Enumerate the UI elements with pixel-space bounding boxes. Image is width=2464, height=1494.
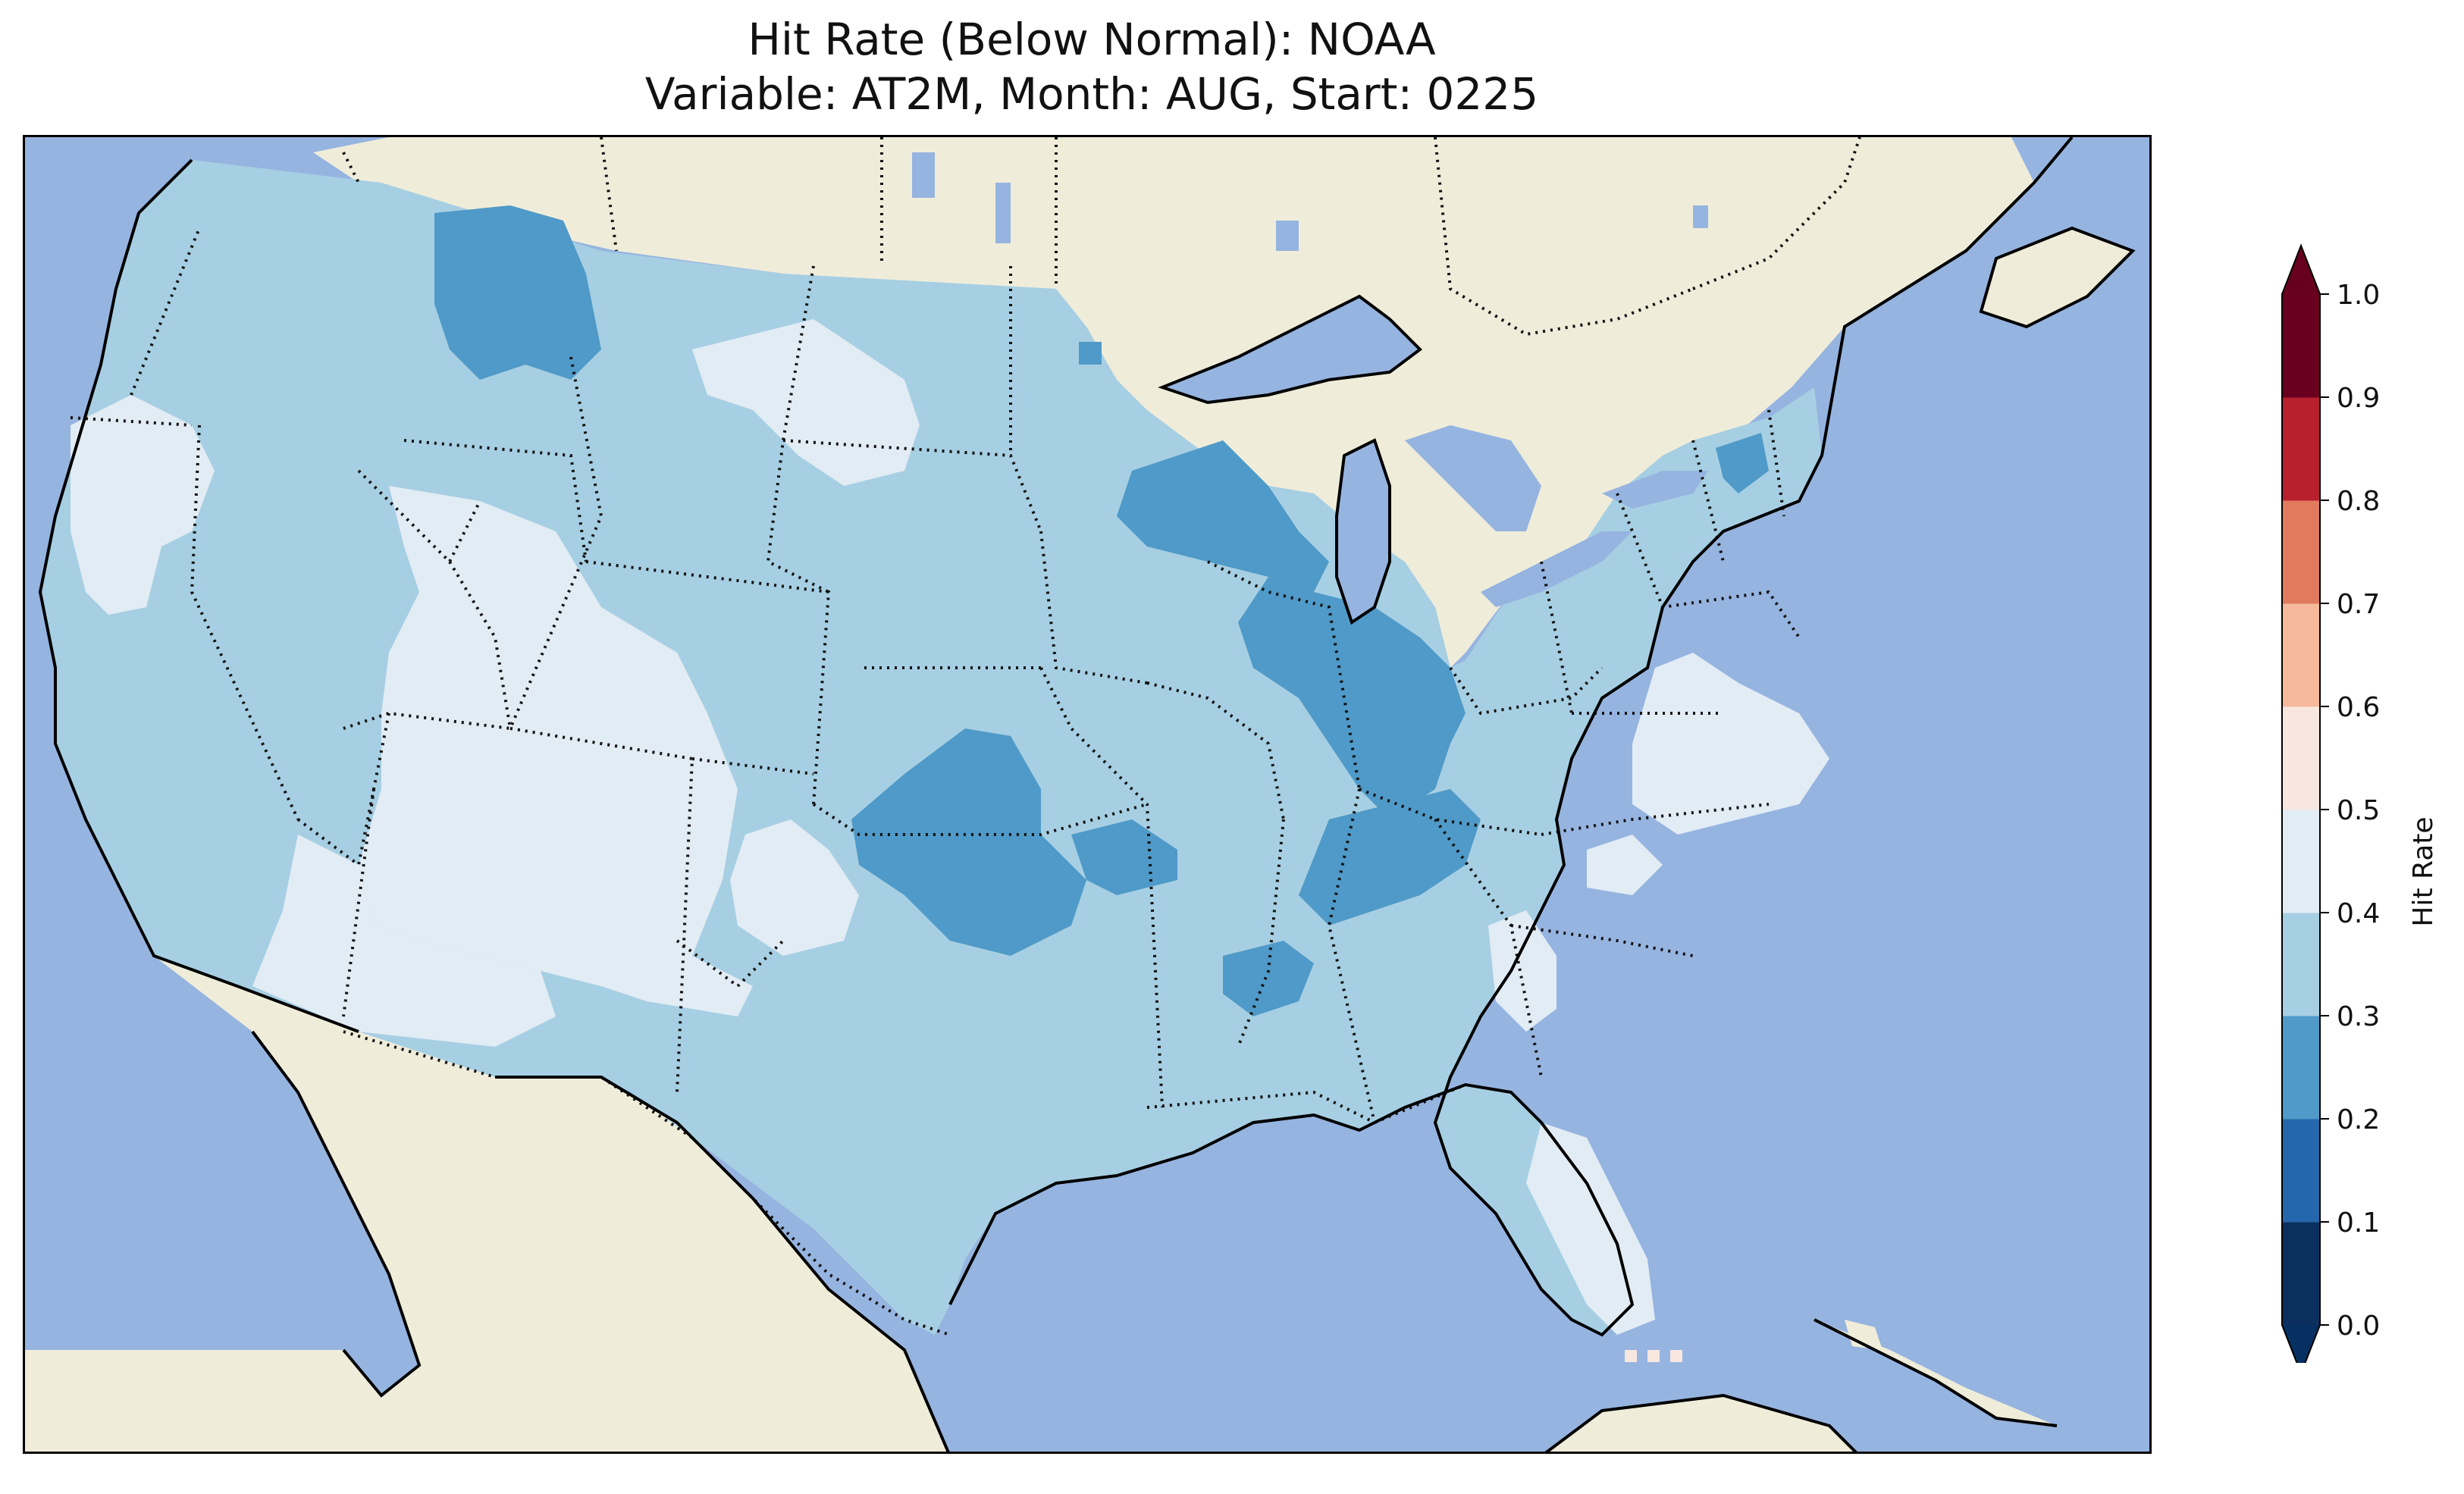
lake-canada-2 [995,183,1011,243]
region-va-nc [1632,653,1829,835]
region-memphis [1223,941,1314,1016]
lake-canada-4 [1693,205,1708,228]
land-island [1845,1320,1882,1350]
colorbar-tick-label: 0.6 [2337,692,2380,723]
colorbar-tick-label: 0.8 [2337,486,2380,517]
colorbar-tick-label: 0.3 [2337,1001,2380,1032]
state-borders [70,227,1801,1124]
colorbar-segment [2282,810,2320,913]
colorbar-tick-label: 0.4 [2337,898,2380,929]
coastlines [38,137,2136,1452]
region-upper-midwest [1117,440,1329,592]
colorbar-segment [2282,1222,2320,1326]
keys-cell-1 [1625,1350,1637,1362]
colorbar-tick-label: 0.7 [2337,589,2380,620]
land-yucatan [1547,1395,1855,1452]
region-minn-cell [1079,342,1102,365]
keys-cell-3 [1670,1350,1682,1362]
region-nw-montana-idaho [434,205,601,380]
colorbar-segment [2282,500,2320,604]
colorbar-label: Hit Rate [2408,816,2439,926]
lake-huron [1405,425,1541,531]
map-frame [23,135,2152,1454]
colorbar: 0.0 0.1 0.2 0.3 0.4 0.5 0.6 0.7 0.8 0.9 1.0 Hit Ra… [2281,243,2439,1363]
colorbar-tick-label: 0.2 [2337,1104,2380,1135]
land-canada [313,137,2034,668]
region-norcal-oregon [71,395,215,615]
colorbar-segment [2282,913,2320,1016]
region-great-basin-south [252,835,556,1047]
lake-canada-1 [912,152,935,198]
region-illinois-indiana [1238,577,1466,819]
region-great-basin [359,486,753,1016]
land-mexico [25,956,948,1452]
keys-cell-2 [1647,1350,1660,1362]
region-missouri-south [1071,819,1177,895]
colorbar-segment [2282,294,2320,398]
colorbar-over-extension [2282,246,2320,294]
lake-ontario [1602,471,1708,509]
region-florida [1526,1123,1655,1335]
region-northern-ny [1716,433,1769,493]
region-kansas-oklahoma [851,728,1086,956]
lake-canada-3 [1276,221,1299,251]
map-canvas [25,137,2149,1452]
colorbar-tick-label: 0.0 [2337,1311,2380,1342]
region-georgia [1488,910,1556,1032]
region-texas-panhandle [730,819,859,956]
colorbar-ticks: 0.0 0.1 0.2 0.3 0.4 0.5 0.6 0.7 0.8 0.9 1.0 [2320,280,2380,1342]
map-title-line1: Hit Rate (Below Normal): NOAA [748,14,1436,65]
colorbar-segment [2282,1119,2320,1223]
colorbar-segment [2282,1016,2320,1120]
lake-michigan [1337,440,1390,622]
colorbar-tick-label: 0.5 [2337,795,2380,826]
colorbar-segments [2281,243,2321,1363]
land-maritimes [1981,228,2133,327]
lake-erie [1481,531,1632,607]
colorbar-under-extension [2282,1325,2320,1363]
colorbar-tick-label: 1.0 [2337,280,2380,311]
colorbar-segment [2282,397,2320,501]
colorbar-tick-label: 0.9 [2337,383,2380,414]
region-sd-montana [692,319,920,486]
region-nc-sc-strip [1587,835,1663,895]
region-kentucky-tenn [1299,789,1481,926]
colorbar-tick-label: 0.1 [2337,1207,2380,1239]
colorbar-segment [2282,706,2320,810]
map-title-line2: Variable: AT2M, Month: AUG, Start: 0225 [644,68,1539,120]
colorbar-segment [2282,603,2320,707]
